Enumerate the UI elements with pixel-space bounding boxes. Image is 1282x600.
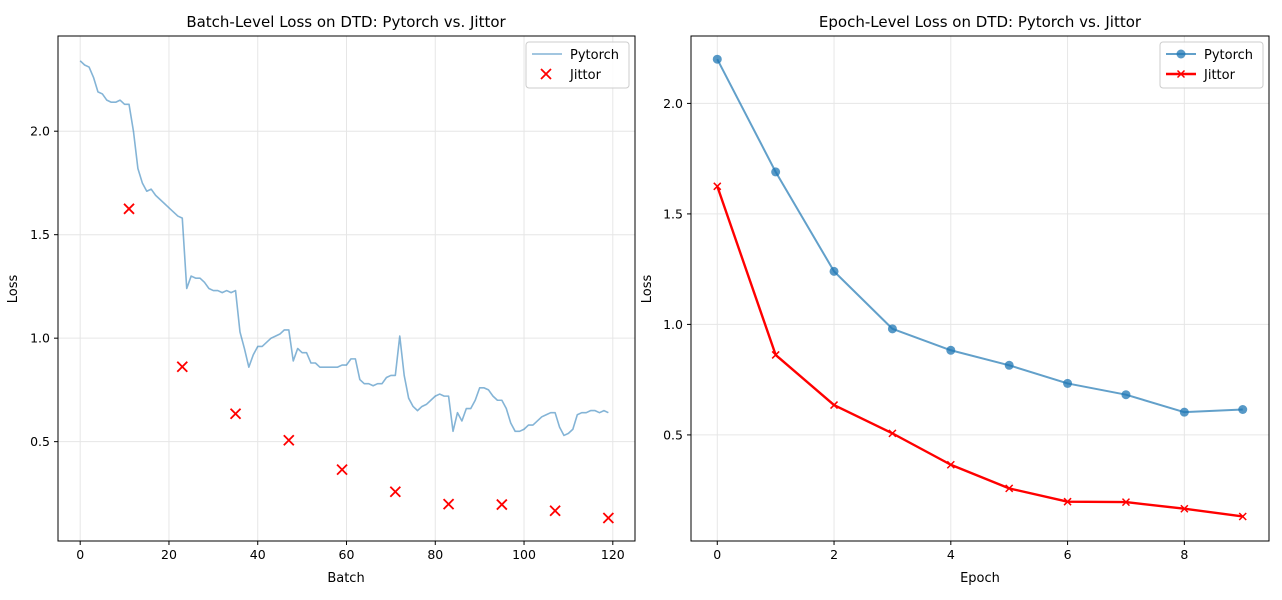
data-point-pytorch xyxy=(1179,407,1189,417)
data-point-jittor xyxy=(1121,498,1130,507)
grid xyxy=(691,36,1269,541)
x-tick-label: 0 xyxy=(713,547,721,562)
data-point-jittor xyxy=(123,203,135,215)
data-point-pytorch xyxy=(712,54,722,64)
x-tick-label: 40 xyxy=(250,547,266,562)
epoch-level-loss-chart: Epoch-Level Loss on DTD: Pytorch vs. Jit… xyxy=(640,13,1270,586)
x-tick-label: 20 xyxy=(161,547,177,562)
series-line-jittor xyxy=(716,185,1243,518)
x-tick-label: 120 xyxy=(601,547,625,562)
y-tick-label: 1.5 xyxy=(663,206,683,221)
x-tick-label: 8 xyxy=(1180,547,1188,562)
legend-label-pytorch: Pytorch xyxy=(570,48,619,63)
x-axis-label: Batch xyxy=(327,571,364,586)
y-tick-label: 2.0 xyxy=(30,124,50,139)
y-tick-label: 1.5 xyxy=(30,227,50,242)
series-line-pytorch xyxy=(716,58,1243,414)
data-point-pytorch xyxy=(946,345,956,355)
data-point-jittor xyxy=(229,408,242,420)
data-point-jittor xyxy=(496,498,508,511)
data-point-jittor xyxy=(283,434,295,446)
y-tick-label: 1.0 xyxy=(663,317,683,332)
data-point-jittor xyxy=(442,498,455,510)
data-point-jittor xyxy=(1180,504,1189,513)
data-point-jittor xyxy=(1063,497,1072,506)
data-point-jittor xyxy=(176,361,188,373)
tick-labels: 0 20 40 60 80 100 120 0.5 1.0 1.5 2.0 xyxy=(30,124,625,562)
plot-area xyxy=(79,60,615,524)
legend-swatch-jittor xyxy=(540,68,552,80)
data-point-pytorch xyxy=(887,324,897,334)
data-point-jittor xyxy=(888,429,897,438)
data-point-pytorch xyxy=(1238,405,1248,415)
x-tick-label: 4 xyxy=(947,547,955,562)
legend-label-pytorch: Pytorch xyxy=(1204,48,1253,63)
series-line-pytorch xyxy=(79,60,609,437)
legend: Pytorch Jittor xyxy=(1159,41,1264,89)
x-tick-label: 80 xyxy=(427,547,443,562)
data-point-jittor xyxy=(389,486,401,498)
y-axis-label: Loss xyxy=(6,275,21,304)
y-tick-label: 0.5 xyxy=(663,427,683,442)
legend-label-jittor: Jittor xyxy=(569,68,602,83)
data-point-jittor xyxy=(549,505,561,517)
legend-swatch-jittor-marker xyxy=(1176,69,1186,79)
x-tick-label: 100 xyxy=(512,547,536,562)
batch-level-loss-chart: Batch-Level Loss on DTD: Pytorch vs. Jit… xyxy=(6,13,636,586)
data-point-jittor xyxy=(602,512,615,524)
chart-title: Epoch-Level Loss on DTD: Pytorch vs. Jit… xyxy=(819,13,1142,31)
data-point-jittor xyxy=(771,350,780,359)
legend: Pytorch Jittor xyxy=(525,41,630,89)
legend-swatch-pytorch-marker xyxy=(1176,49,1186,59)
data-point-pytorch xyxy=(1004,360,1014,370)
data-point-pytorch xyxy=(771,167,781,177)
y-tick-label: 1.0 xyxy=(30,331,50,346)
x-axis-label: Epoch xyxy=(960,571,1000,586)
data-point-jittor xyxy=(946,460,955,469)
y-tick-label: 2.0 xyxy=(663,96,683,111)
data-point-jittor xyxy=(1005,484,1014,493)
plot-area xyxy=(712,54,1248,521)
x-tick-label: 2 xyxy=(830,547,838,562)
x-tick-label: 6 xyxy=(1064,547,1072,562)
y-tick-label: 0.5 xyxy=(30,434,50,449)
data-point-jittor xyxy=(1238,512,1247,521)
data-point-pytorch xyxy=(829,266,839,276)
axes-frame xyxy=(690,35,1270,542)
data-point-jittor xyxy=(830,401,839,410)
legend-label-jittor: Jittor xyxy=(1203,68,1236,83)
data-point-pytorch xyxy=(1121,390,1131,400)
data-point-pytorch xyxy=(1063,378,1073,388)
y-axis-label: Loss xyxy=(640,275,655,304)
chart-title: Batch-Level Loss on DTD: Pytorch vs. Jit… xyxy=(186,13,506,31)
grid xyxy=(58,36,635,541)
tick-labels: 0 2 4 6 8 0.5 1.0 1.5 2.0 xyxy=(663,96,1188,562)
data-point-jittor xyxy=(713,182,722,191)
data-point-jittor xyxy=(336,463,348,476)
x-tick-label: 0 xyxy=(76,547,84,562)
x-tick-label: 60 xyxy=(339,547,355,562)
